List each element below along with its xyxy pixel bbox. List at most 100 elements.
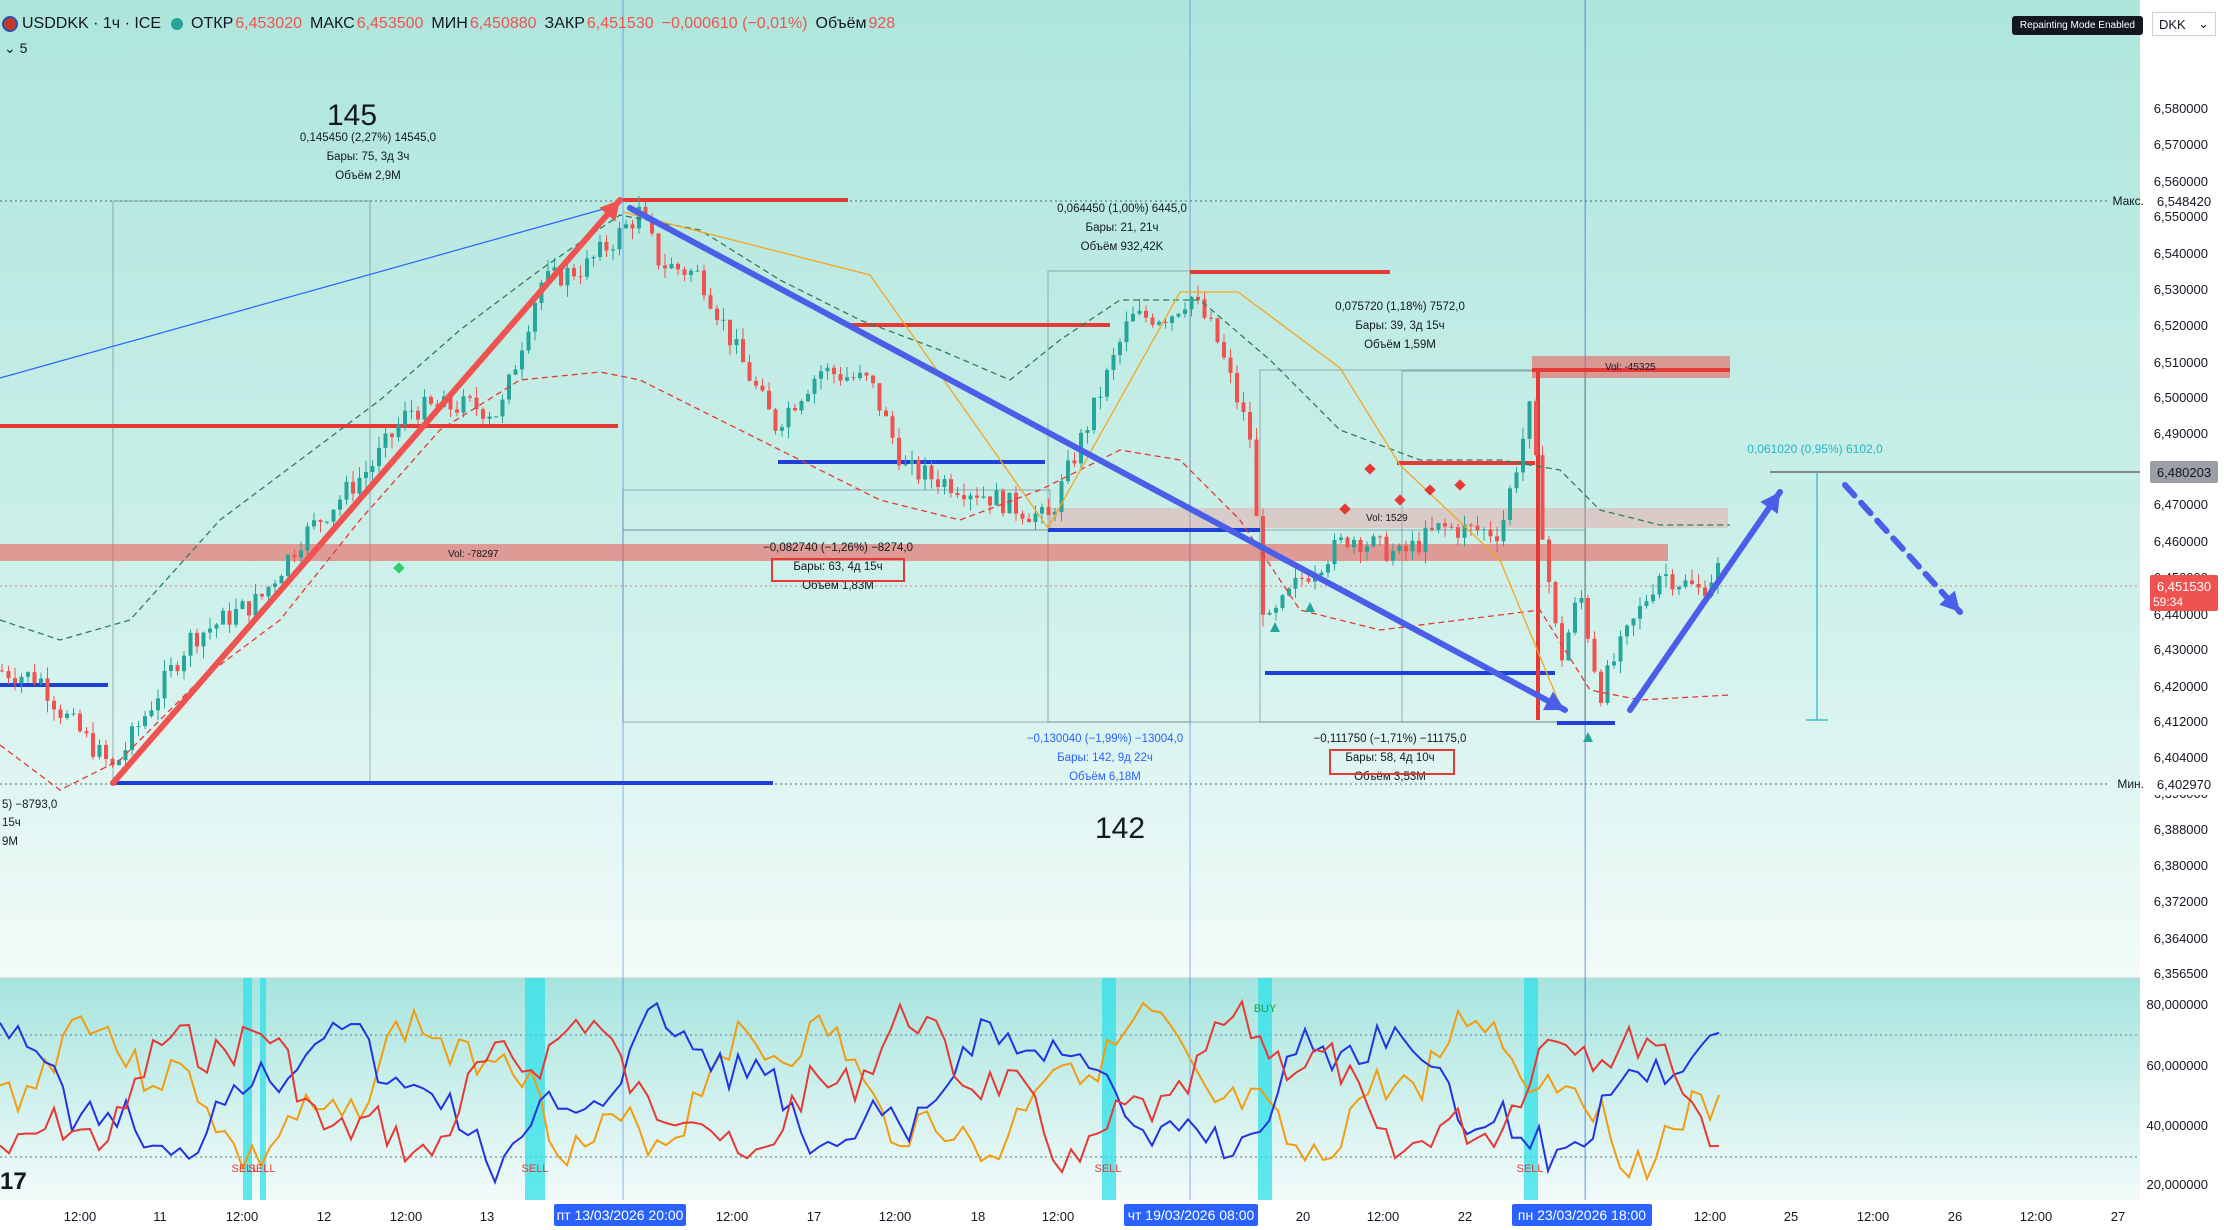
candle-body: [650, 217, 654, 234]
time-tick-label: 26: [1948, 1209, 1962, 1224]
candle-body: [624, 224, 628, 229]
candle-body: [1033, 513, 1038, 523]
candle-body: [949, 479, 953, 494]
candle-body: [1618, 636, 1623, 662]
price-tick-label: 6,490000: [2154, 426, 2208, 441]
measure-label-volume: Объём 3,53M: [1354, 771, 1426, 783]
candle-body: [1514, 472, 1519, 489]
candle-body: [1573, 602, 1577, 633]
candle-body: [1209, 317, 1213, 319]
signal-highlight: [525, 978, 545, 1200]
candle-body: [533, 302, 537, 332]
candle-body: [221, 610, 225, 625]
measure-label-bars: Бары: 21, 21ч: [1086, 222, 1159, 234]
candle-body: [487, 416, 492, 419]
measure-label-volume: Объём 932,42K: [1081, 241, 1164, 253]
candle-body: [1540, 455, 1545, 540]
target-price-tag-text: 6,480203: [2157, 465, 2211, 480]
candle-body: [390, 433, 394, 438]
candle-body: [747, 362, 752, 381]
candle-body: [981, 496, 986, 498]
candle-body: [884, 410, 888, 417]
candle-body: [377, 447, 381, 467]
measure-label-change: −0,082740 (−1,26%) −8274,0: [763, 542, 913, 554]
candle-body: [1566, 632, 1571, 661]
candle-body: [942, 479, 947, 488]
candle-body: [1092, 397, 1096, 431]
candle-body: [1423, 527, 1428, 553]
candle-body: [500, 399, 505, 417]
signal-diamond: [393, 562, 405, 574]
currency-value: DKK: [2159, 16, 2186, 32]
measure-label-change: 0,145450 (2,27%) 14545,0: [300, 132, 436, 144]
candle-body: [1404, 545, 1408, 552]
candle-body: [604, 241, 609, 251]
osc-tick-label: 60,000000: [2147, 1058, 2208, 1073]
forecast-down-arrow-head: [1939, 590, 1960, 612]
candle-body: [1098, 396, 1103, 398]
measure-left-change: 5) −8793,0: [2, 799, 57, 811]
price-tick-label: 6,540000: [2154, 246, 2208, 261]
candle-body: [1085, 430, 1090, 433]
candle-body: [858, 372, 862, 378]
candle-body: [429, 396, 433, 404]
candle-body: [838, 374, 843, 381]
measure-label-volume: Объём 1,83M: [802, 580, 874, 592]
candle-body: [728, 319, 732, 346]
measure-left-bars: 15ч: [2, 817, 21, 829]
candle-body: [65, 713, 69, 718]
candle-body: [357, 477, 362, 494]
candle-body: [890, 416, 895, 438]
price-tick-label: 6,560000: [2154, 174, 2208, 189]
candle-body: [1397, 545, 1402, 552]
signal-highlight: [1102, 978, 1116, 1200]
candle-body: [1436, 523, 1441, 530]
candle-body: [929, 465, 934, 480]
price-tick-label: 6,570000: [2154, 137, 2208, 152]
candle-body: [1683, 580, 1688, 587]
wave-count-label: 145: [327, 99, 377, 132]
candle-body: [1469, 524, 1473, 526]
candle-body: [1378, 536, 1382, 538]
tradingview-logo: 17: [0, 1168, 27, 1195]
candle-body: [1456, 527, 1460, 538]
candle-body: [663, 265, 667, 269]
candle-body: [32, 672, 37, 684]
currency-select[interactable]: DKK ⌄: [2152, 12, 2216, 36]
measure-label-change: −0,130040 (−1,99%) −13004,0: [1027, 733, 1183, 745]
oscillator-blue-line: [0, 1001, 1720, 1185]
candle-body: [845, 377, 849, 381]
candle-body: [1163, 321, 1168, 323]
candle-body: [1189, 296, 1194, 310]
candle-body: [273, 583, 277, 587]
price-tick-label: 6,580000: [2154, 101, 2208, 116]
candle-body: [721, 319, 726, 321]
indicators-toggle[interactable]: ⌄ 5: [4, 40, 27, 57]
candle-body: [559, 267, 563, 286]
signal-diamond: [1339, 503, 1351, 515]
candle-body: [1358, 539, 1363, 552]
time-tick-label: 13: [480, 1209, 494, 1224]
vol-label: Vol: -45325: [1605, 362, 1656, 373]
candle-body: [214, 624, 219, 629]
candle-body: [1430, 527, 1434, 530]
time-tick-label: 12:00: [716, 1209, 749, 1224]
candle-body: [370, 466, 375, 473]
candle-body: [422, 396, 427, 420]
candle-body: [1495, 536, 1499, 542]
candle-body: [1040, 507, 1044, 514]
candle-body: [234, 608, 238, 625]
candle-body: [305, 526, 310, 551]
wave-count-label: 142: [1095, 812, 1145, 845]
candle-body: [669, 263, 674, 269]
symbol-title[interactable]: USDDKK · 1ч · ICE: [22, 15, 162, 32]
oscillator-pane-bg: [0, 978, 2140, 1200]
zigzag-line: [622, 211, 1561, 706]
candle-body: [325, 521, 329, 523]
candle-body: [143, 716, 147, 727]
target-price-tag: [2150, 461, 2218, 483]
sell-signal-label: SELL: [1095, 1163, 1122, 1175]
volume-value: 928: [868, 15, 896, 32]
candle-body: [786, 407, 791, 428]
